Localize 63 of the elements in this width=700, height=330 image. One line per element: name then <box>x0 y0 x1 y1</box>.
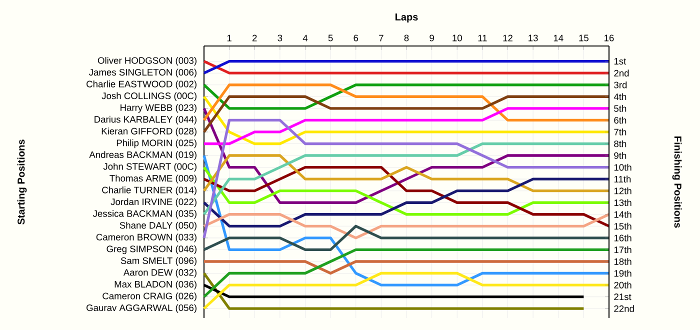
x-tick-label: 8 <box>404 34 409 42</box>
series-label: James SINGLETON (006) <box>88 68 196 78</box>
text: Starting Positions <box>17 140 27 224</box>
y-tick-label: 13th <box>614 199 632 206</box>
series-label: Aaron DEW (032) <box>123 268 196 278</box>
series-label: Sam SMELT (096) <box>120 257 196 266</box>
x-tick-label: 7 <box>379 34 384 42</box>
x-tick-label: 14 <box>554 34 564 42</box>
series-label: Gaurav AGGARWAL (056) <box>86 304 196 313</box>
series-label: Greg SIMPSON (046) <box>106 245 196 254</box>
y-tick-label: 14th <box>614 210 632 218</box>
y-tick-label: 16th <box>614 234 632 242</box>
y-tick-label: 17th <box>614 246 632 254</box>
x-tick-label: 13 <box>528 34 538 42</box>
series-label: Cameron BROWN (033) <box>96 234 196 242</box>
x-tick-label: 11 <box>478 34 487 42</box>
series-label: Jordan IRVINE (022) <box>110 198 196 207</box>
y-tick-label: 9th <box>614 152 626 159</box>
series-label: Cameron CRAIG (026) <box>102 292 196 302</box>
x-tick-label: 16 <box>604 34 614 42</box>
x-tick-label: 3 <box>278 34 282 42</box>
x-tick-label: 10 <box>452 34 462 42</box>
y-tick-label: 19th <box>614 270 632 277</box>
x-tick-label: 12 <box>503 34 512 42</box>
x-tick-label: 1 <box>227 34 232 42</box>
y-tick-label: 22nd <box>614 305 634 312</box>
y-tick-label: 2nd <box>614 70 629 77</box>
series-label: Josh COLLINGS (00C) <box>102 92 196 101</box>
y-tick-label: 5th <box>614 104 626 112</box>
y-tick-label: 12th <box>614 187 632 194</box>
y-tick-label: 18th <box>614 258 632 265</box>
y-tick-label: 7th <box>614 128 626 136</box>
series-label: Charlie EASTWOOD (002) <box>86 80 196 90</box>
y-tick-label: 1st <box>614 58 626 65</box>
series-label: Charlie TURNER (014) <box>102 186 196 196</box>
series-label: Max BLADON (036) <box>114 280 196 290</box>
x-tick-label: 4 <box>302 34 308 42</box>
y-tick-label: 4th <box>614 93 626 100</box>
y-tick-label: 10th <box>614 164 632 171</box>
y-tick-label: 15th <box>614 222 632 230</box>
series-label: Andreas BACKMAN (019) <box>89 151 196 160</box>
y-axis-title: Finishing Positions <box>672 136 682 228</box>
series-label: Philip MORIN (025) <box>116 139 196 148</box>
series-label: Shane DALY (050) <box>120 222 196 230</box>
y-tick-label: 11th <box>614 176 631 182</box>
series-label: Darius KARBALEY (044) <box>94 116 196 125</box>
series-label: Jessica BACKMAN (035) <box>92 210 196 219</box>
series-label: Kieran GIFFORD (028) <box>102 128 196 136</box>
series-label: John STEWART (00C) <box>103 162 196 172</box>
series-label: Harry WEBB (023) <box>120 104 196 113</box>
x-tick-label: 6 <box>354 34 358 42</box>
y-tick-label: 3rd <box>614 81 627 88</box>
series-label: Oliver HODGSON (003) <box>98 56 196 66</box>
x-tick-label: 15 <box>579 34 588 42</box>
x-tick-label: 2 <box>252 34 257 42</box>
y-tick-label: 6th <box>614 116 626 124</box>
y-tick-label: 20th <box>614 282 632 288</box>
y-tick-label: 8th <box>614 140 626 148</box>
x-axis-title: Laps <box>396 14 418 22</box>
series-label: Thomas ARME (009) <box>110 174 196 184</box>
y-tick-label: 21st <box>614 294 632 300</box>
x-tick-label: 5 <box>328 34 333 42</box>
x-tick-label: 9 <box>430 34 434 42</box>
